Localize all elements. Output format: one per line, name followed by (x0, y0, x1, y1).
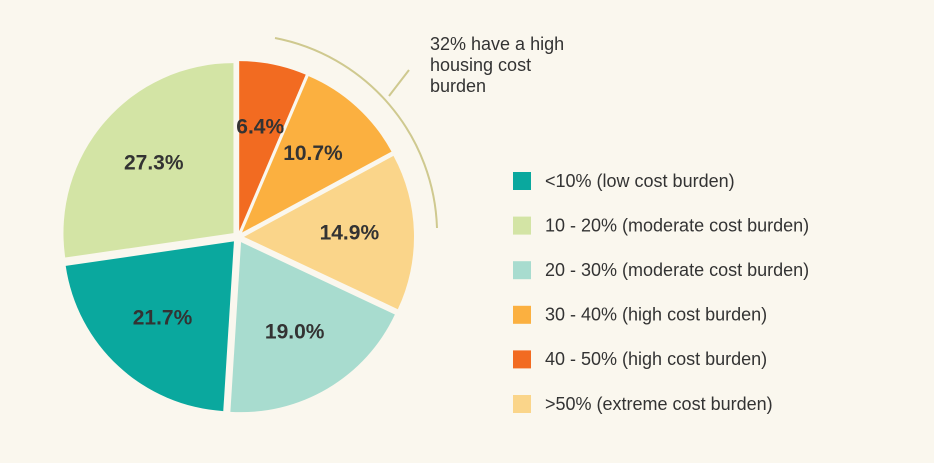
slice-label: 14.9% (320, 221, 380, 244)
legend-swatch (513, 350, 531, 369)
pie-slice (243, 155, 414, 310)
pie-slice (230, 242, 395, 413)
slice-label: 19.0% (265, 320, 325, 343)
annotation-arc (274, 37, 438, 229)
slice-label: 27.3% (124, 152, 184, 175)
legend-swatch (513, 305, 531, 324)
pie-slice (63, 63, 234, 258)
slice-label: 10.7% (283, 142, 343, 165)
legend-label: 10 - 20% (moderate cost burden) (545, 215, 809, 235)
legend-swatch (513, 172, 531, 190)
legend-label: >50% (extreme cost burden) (545, 394, 773, 414)
legend-swatch (513, 395, 531, 413)
legend-label: 20 - 30% (moderate cost burden) (545, 260, 809, 280)
legend-label: 40 - 50% (high cost burden) (545, 349, 767, 369)
pie-slice (242, 76, 392, 233)
slice-label: 21.7% (133, 306, 193, 329)
pie-slice (65, 241, 234, 412)
annotation-tick (388, 69, 410, 97)
legend-swatch (513, 216, 531, 235)
slice-label: 6.4% (236, 115, 284, 138)
pie-slice (239, 61, 306, 232)
legend-swatch (513, 261, 531, 280)
legend-label: 30 - 40% (high cost burden) (545, 305, 767, 325)
annotation: 32% have a high housing cost burden (430, 34, 565, 96)
legend-label: <10% (low cost burden) (545, 171, 735, 191)
